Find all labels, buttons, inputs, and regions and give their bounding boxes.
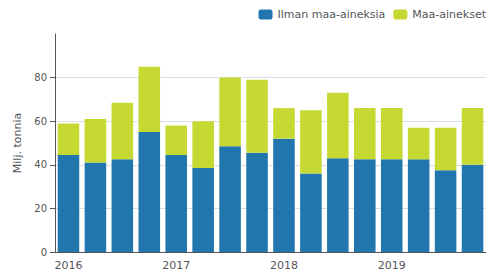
svg-text:20: 20 [34, 203, 47, 214]
svg-text:2018: 2018 [270, 259, 298, 272]
svg-text:Ilman maa-aineksia: Ilman maa-aineksia [278, 8, 386, 21]
svg-text:0: 0 [41, 247, 47, 258]
svg-text:60: 60 [34, 116, 47, 127]
svg-text:Maa-ainekset: Maa-ainekset [412, 8, 486, 21]
svg-text:40: 40 [34, 159, 47, 170]
svg-text:2017: 2017 [162, 259, 190, 272]
svg-text:2016: 2016 [54, 259, 82, 272]
svg-text:2019: 2019 [378, 259, 406, 272]
svg-text:80: 80 [34, 72, 47, 83]
svg-text:Milj. tonnia: Milj. tonnia [11, 113, 24, 173]
